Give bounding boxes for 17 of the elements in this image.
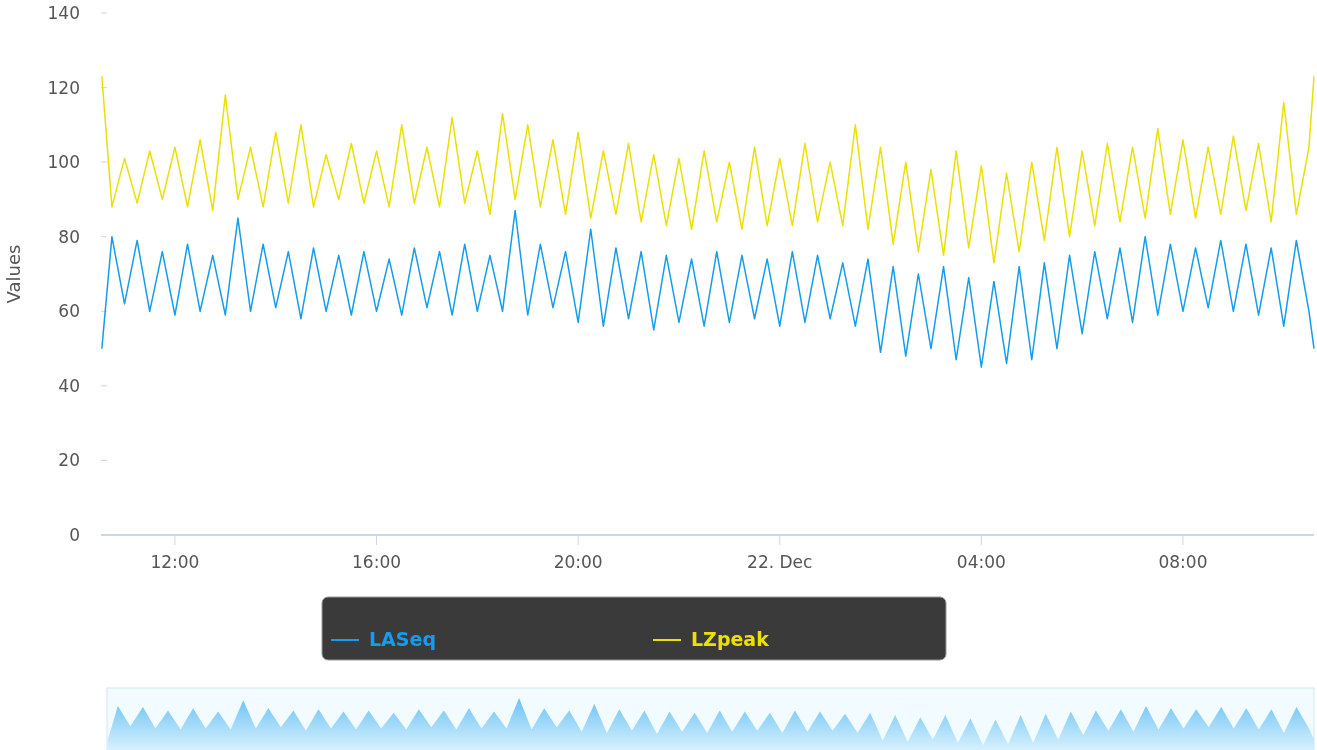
x-tick-label: 12:00 [150,552,200,572]
y-tick-label: 100 [47,152,80,173]
y-tick-label: 120 [47,77,80,98]
x-tick-label: 22. Dec [747,552,813,572]
y-tick-label: 20 [58,450,80,471]
legend-label: LASeq [369,628,436,650]
x-tick-label: 08:00 [1158,552,1208,572]
legend-label: LZpeak [691,628,770,650]
x-tick-label: 04:00 [956,552,1006,572]
y-tick-label: 60 [58,301,80,322]
y-tick-label: 40 [58,375,80,396]
y-tick-label: 0 [69,524,80,545]
y-tick-label: 80 [58,226,80,247]
x-tick-label: 16:00 [352,552,402,572]
x-tick-label: 20:00 [553,552,603,572]
y-tick-label: 140 [47,2,80,23]
y-axis-title: Values [3,244,24,304]
